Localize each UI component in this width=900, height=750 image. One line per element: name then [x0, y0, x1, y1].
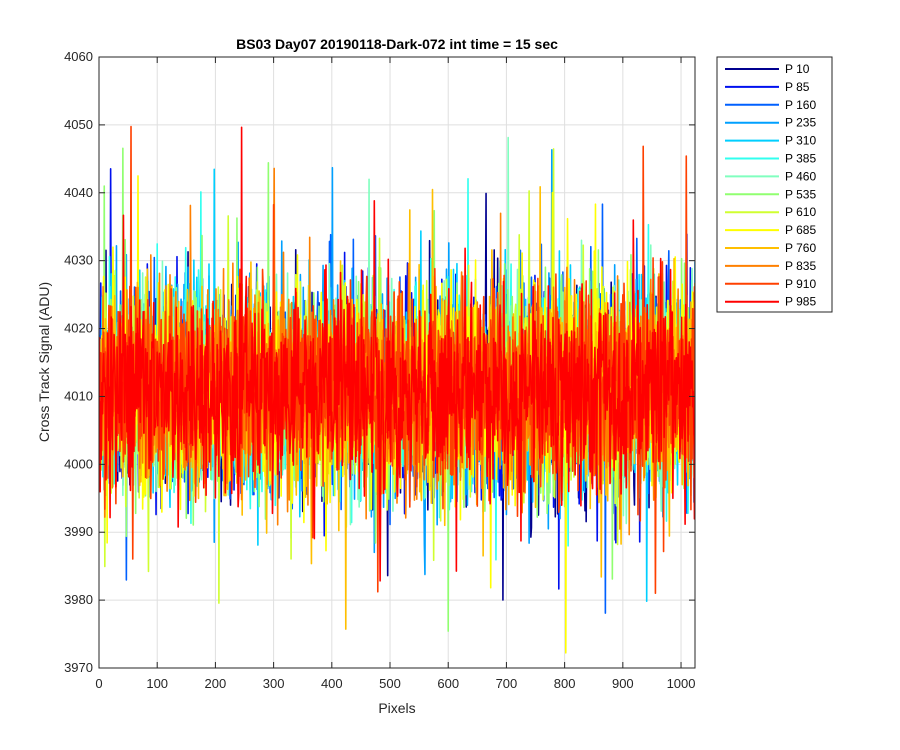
x-tick-label: 100 [146, 676, 168, 691]
series-group [99, 125, 695, 654]
legend-label: P 235 [785, 116, 816, 130]
y-tick-label: 4020 [64, 321, 93, 336]
y-tick-label: 4050 [64, 117, 93, 132]
legend-label: P 460 [785, 169, 816, 183]
x-tick-label: 0 [95, 676, 102, 691]
legend-label: P 535 [785, 187, 816, 201]
ticks: 0 100 200 300 400 500 600 700 800 900 1000 3970 3980… [64, 49, 695, 691]
y-tick-label: 3970 [64, 660, 93, 675]
y-tick-label: 4040 [64, 185, 93, 200]
legend-label: P 10 [785, 62, 810, 76]
legend-label: P 685 [785, 223, 816, 237]
legend-label: P 760 [785, 241, 816, 255]
y-tick-label: 3980 [64, 592, 93, 607]
x-tick-label: 200 [205, 676, 227, 691]
legend-box [716, 56, 833, 313]
legend-label: P 610 [785, 205, 816, 219]
y-tick-label: 3990 [64, 524, 93, 539]
chart-title: BS03 Day07 20190118-Dark-072 int time = … [236, 36, 558, 52]
legend: P 10 P 85 P 160 P 235 P 310 P 385 P 460 P 535 P … [716, 56, 833, 313]
x-tick-label: 1000 [667, 676, 696, 691]
x-axis-label: Pixels [378, 700, 415, 716]
legend-label: P 985 [785, 295, 816, 309]
x-tick-label: 800 [554, 676, 576, 691]
x-tick-label: 700 [496, 676, 518, 691]
plot-frame [98, 56, 696, 669]
x-tick-label: 900 [612, 676, 634, 691]
y-tick-label: 4030 [64, 253, 93, 268]
x-tick-label: 500 [379, 676, 401, 691]
y-tick-label: 4010 [64, 388, 93, 403]
legend-label: P 385 [785, 152, 816, 166]
y-tick-label: 4060 [64, 49, 93, 64]
x-tick-label: 300 [263, 676, 285, 691]
legend-label: P 160 [785, 98, 816, 112]
y-axis-label: Cross Track Signal (ADU) [36, 282, 52, 442]
legend-label: P 910 [785, 277, 816, 291]
legend-label: P 835 [785, 259, 816, 273]
x-tick-label: 600 [437, 676, 459, 691]
x-tick-label: 400 [321, 676, 343, 691]
y-tick-label: 4000 [64, 456, 93, 471]
legend-label: P 310 [785, 134, 816, 148]
series-line-p-985 [99, 126, 695, 582]
legend-label: P 85 [785, 80, 810, 94]
